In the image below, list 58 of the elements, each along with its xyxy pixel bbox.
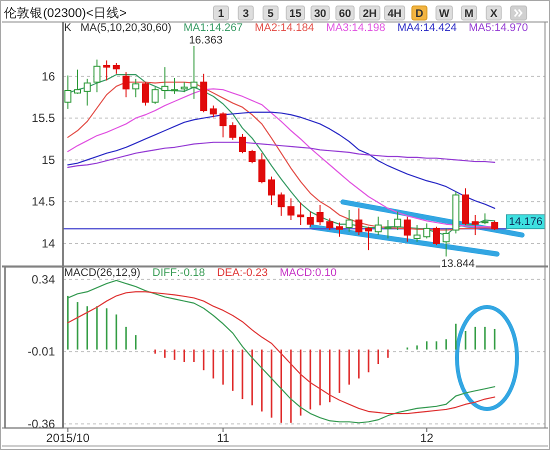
candlestick	[394, 211, 402, 231]
y-tick-label: 15.5	[32, 111, 56, 126]
text: MA4:14.424	[397, 22, 457, 34]
x-tick-label: 11	[216, 431, 230, 445]
toolbar-button: D	[411, 6, 428, 20]
legend-title: MA(5,10,20,30,60)	[80, 22, 172, 34]
series-label: DIFF:-0.18	[152, 267, 205, 279]
candlestick	[414, 224, 421, 242]
x-tick-label: 12	[420, 431, 434, 445]
toolbar-button: 5	[262, 6, 279, 20]
annotation: K	[64, 22, 72, 34]
chart-title: 伦敦银(02300)<日线>	[4, 6, 127, 20]
candlestick	[452, 191, 460, 234]
toolbar-button: 1	[213, 6, 229, 20]
line-series	[67, 112, 496, 209]
y-tick-label: 14.5	[32, 194, 56, 209]
y-tick-label: 15	[42, 152, 56, 167]
y-tick-label: 16	[42, 69, 56, 84]
candlestick	[103, 60, 110, 81]
candlestick	[190, 45, 198, 100]
toolbar-button: X	[486, 6, 502, 20]
candlestick	[122, 72, 130, 98]
text: MA5:14.970	[468, 22, 528, 34]
toolbar-button: M	[460, 6, 478, 20]
annotation: 16.363	[188, 34, 223, 46]
candlestick	[404, 216, 411, 242]
candlestick	[374, 216, 382, 236]
text: MA3:14.198	[326, 22, 386, 34]
candlestick	[268, 176, 276, 206]
candlestick	[297, 202, 304, 226]
toolbar-button: W	[436, 6, 453, 20]
y-tick-label: -0.01	[28, 344, 56, 359]
candlestick	[93, 59, 100, 93]
toolbar-button: 2H	[359, 6, 380, 20]
y-tick-label: 0.34	[32, 272, 56, 286]
toolbar-button: 60	[335, 6, 355, 20]
text: MA1:14.267	[183, 22, 243, 34]
candlestick	[64, 74, 72, 110]
y-tick-label: 14	[42, 236, 56, 250]
candlestick	[210, 105, 217, 118]
toolbar-button: 3	[238, 6, 254, 20]
annotation: MACD:0.10	[280, 267, 337, 279]
candlestick	[287, 198, 294, 221]
ref-line-label: 14.176	[508, 216, 543, 228]
x-tick-label: 2015/10	[46, 431, 90, 445]
candlestick	[132, 78, 140, 98]
text: DEA:-0.23	[216, 267, 268, 279]
toolbar-button: 15	[286, 6, 306, 20]
annotation: 13.844	[441, 258, 475, 270]
candlestick	[355, 208, 362, 236]
candlestick	[316, 204, 324, 226]
candlestick	[171, 77, 178, 94]
candlestick	[384, 220, 392, 239]
toolbar-button: 4H	[384, 6, 406, 20]
text: MA2:14.184	[254, 22, 314, 34]
toolbar-button: 30	[310, 6, 330, 20]
legend-title: MACD(26,12,9)	[64, 267, 140, 279]
candlestick	[161, 66, 168, 100]
